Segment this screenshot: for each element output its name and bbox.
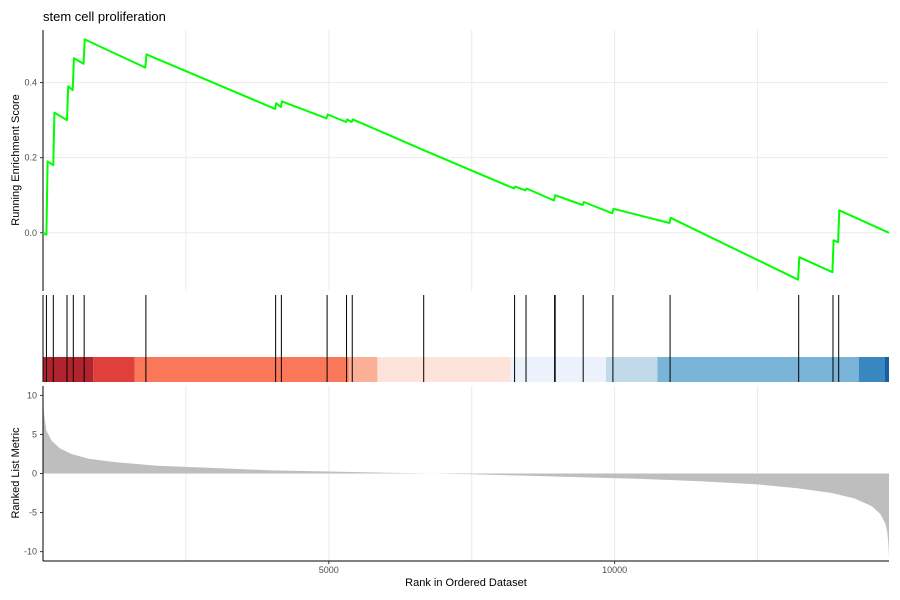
running-enrichment-panel: 0.0 0.2 0.4 (24, 30, 890, 291)
x-tick-label: 5000 (319, 565, 339, 575)
es-y-tick-label: 0.4 (24, 78, 37, 88)
x-tick-label: 10000 (602, 565, 627, 575)
es-y-tick-label: 0.0 (24, 228, 37, 238)
heat-band (43, 357, 94, 382)
rank-y-axis-label: Ranked List Metric (10, 427, 22, 519)
ranked-metric-area (43, 399, 889, 558)
x-axis-label: Rank in Ordered Dataset (405, 577, 527, 589)
rank-y-tick-label: 0 (32, 469, 37, 479)
rank-y-tick-label: -5 (29, 508, 37, 518)
es-series-line (42, 38, 890, 281)
heat-band (858, 357, 885, 382)
heat-band (884, 357, 889, 382)
heat-band (134, 357, 349, 382)
heat-band (377, 357, 511, 382)
es-y-axis-label: Running Enrichment Score (10, 94, 22, 225)
heat-band (93, 357, 135, 382)
chart-title: stem cell proliferation (43, 9, 166, 24)
gene-hit-panel (42, 295, 889, 382)
heat-band (510, 357, 607, 382)
heat-band (657, 357, 859, 382)
rank-y-tick-label: 5 (32, 429, 37, 439)
es-y-tick-label: 0.2 (24, 153, 37, 163)
rank-y-tick-label: -10 (24, 547, 37, 557)
rank-y-tick-label: 10 (27, 390, 37, 400)
heat-band (606, 357, 658, 382)
heat-band (348, 357, 378, 382)
ranked-list-panel: 10 5 0 -5 -10 5000 10000 (24, 386, 889, 575)
